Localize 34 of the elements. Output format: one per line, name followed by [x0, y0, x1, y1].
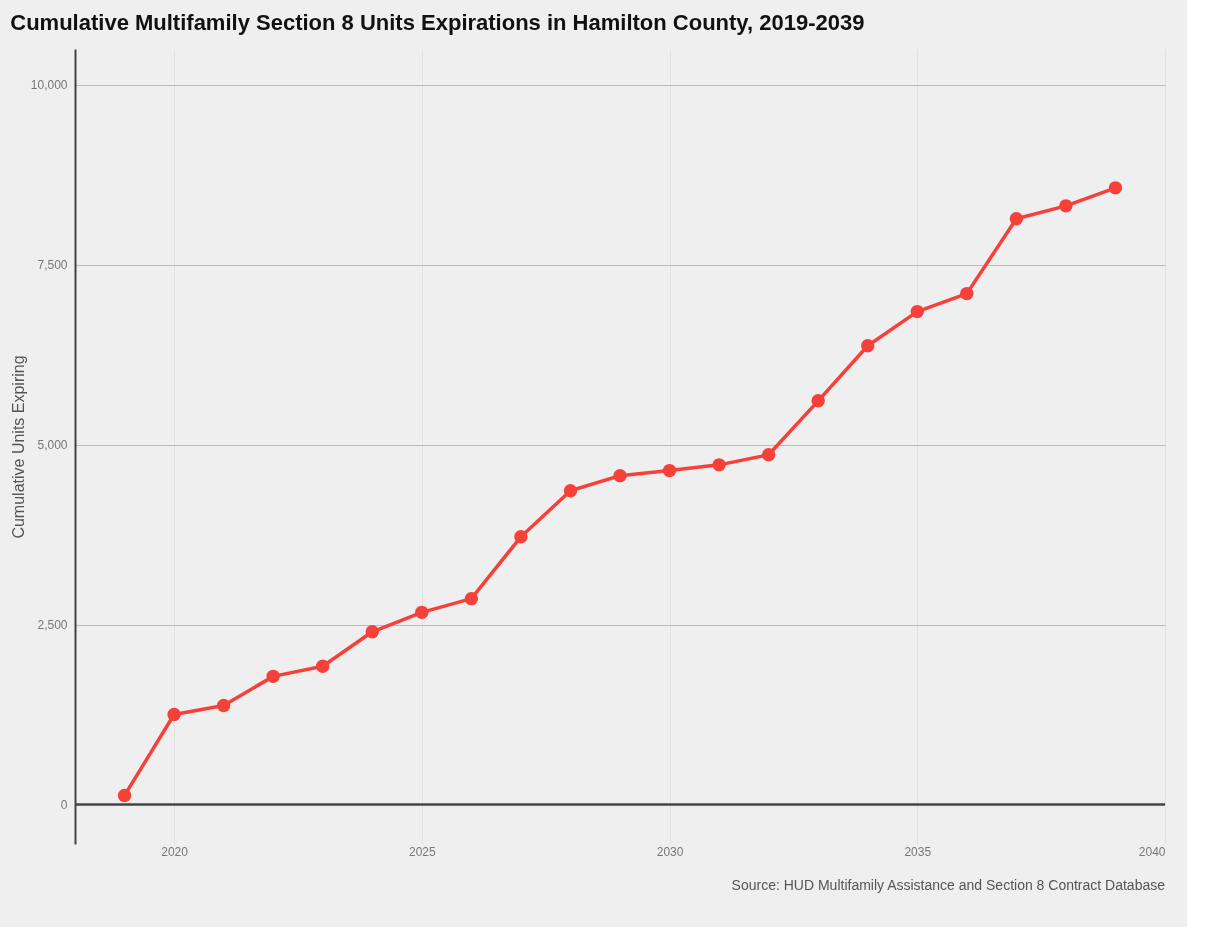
- chart-title: Cumulative Multifamily Section 8 Units Expirations in Hamilton County, 2019-2039: [10, 10, 865, 35]
- y-tick-label: 7,500: [37, 258, 68, 273]
- x-tick-label: 2020: [161, 844, 189, 859]
- point: [662, 463, 677, 478]
- point: [316, 659, 330, 673]
- x-tick-label: 2040: [1138, 844, 1166, 859]
- point: [415, 605, 429, 620]
- source-note: Source: HUD Multifamily Assistance and Section 8 Contract Database: [731, 877, 1166, 893]
- point: [216, 698, 231, 713]
- point: [514, 530, 528, 544]
- y-axis-title: Cumulative Units Expiring: [9, 355, 27, 539]
- point: [365, 625, 379, 639]
- y-tick-label: 10,000: [30, 78, 68, 93]
- y-tick-label: 2,500: [37, 618, 68, 633]
- point: [563, 484, 578, 498]
- point: [613, 468, 627, 483]
- point: [761, 448, 776, 462]
- point: [1059, 199, 1073, 213]
- point: [117, 788, 132, 803]
- point: [1009, 212, 1024, 226]
- point: [266, 669, 280, 684]
- x-tick-label: 2035: [904, 844, 932, 859]
- y-tick-label: 5,000: [37, 438, 68, 453]
- point: [1108, 181, 1123, 195]
- point: [464, 591, 479, 606]
- point: [811, 394, 825, 408]
- point: [960, 286, 974, 301]
- x-tick-label: 2030: [656, 844, 684, 859]
- point: [167, 707, 181, 722]
- point: [861, 339, 875, 353]
- point: [712, 458, 726, 472]
- y-tick-label: 0: [60, 797, 68, 812]
- point: [910, 304, 924, 319]
- x-tick-label: 2025: [408, 844, 436, 859]
